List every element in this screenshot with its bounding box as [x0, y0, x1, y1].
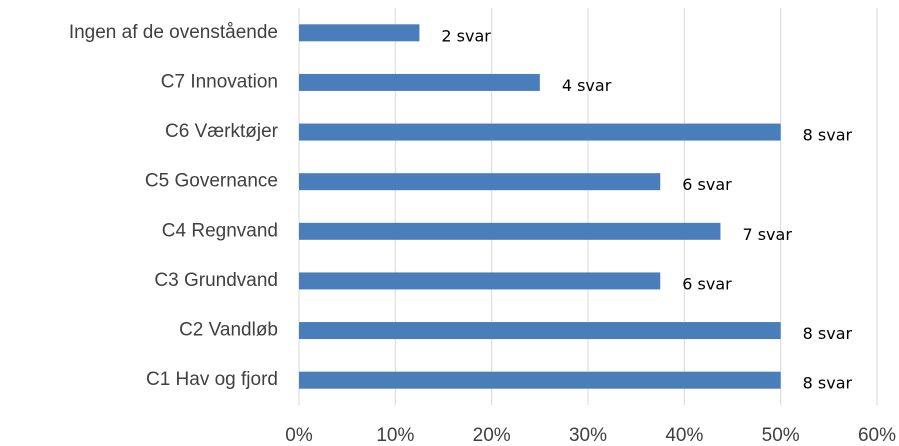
bar [299, 173, 661, 191]
x-tick-label: 50% [762, 425, 800, 446]
bar [299, 322, 781, 340]
y-tick-label: C2 Vandløb [179, 320, 278, 341]
y-tick-label: C5 Governance [145, 171, 278, 192]
value-label: 2 svar [441, 26, 491, 45]
value-label: 6 svar [682, 274, 732, 293]
value-label: 8 svar [803, 126, 853, 145]
x-tick-label: 40% [665, 425, 703, 446]
value-label: 8 svar [803, 324, 853, 343]
bar [299, 24, 420, 42]
y-tick-label: C7 Innovation [161, 71, 278, 92]
x-tick-label: 30% [569, 425, 607, 446]
x-tick-label: 20% [473, 425, 511, 446]
y-tick-label: C6 Værktøjer [165, 121, 279, 142]
y-tick-label: C4 Regnvand [162, 220, 278, 241]
bar [299, 272, 661, 290]
bar [299, 371, 781, 389]
value-label: 8 svar [803, 374, 853, 393]
x-tick-label: 0% [285, 425, 313, 446]
x-tick-label: 60% [858, 425, 896, 446]
y-tick-label: C1 Hav og fjord [146, 369, 278, 390]
bar [299, 222, 721, 240]
y-tick-label: Ingen af de ovenstående [69, 22, 278, 43]
x-tick-label: 10% [376, 425, 414, 446]
bar [299, 73, 540, 91]
value-label: 7 svar [742, 225, 792, 244]
y-tick-label: C3 Grundvand [154, 270, 278, 291]
bar [299, 123, 781, 141]
value-label: 4 svar [562, 76, 612, 95]
value-label: 6 svar [682, 175, 732, 194]
